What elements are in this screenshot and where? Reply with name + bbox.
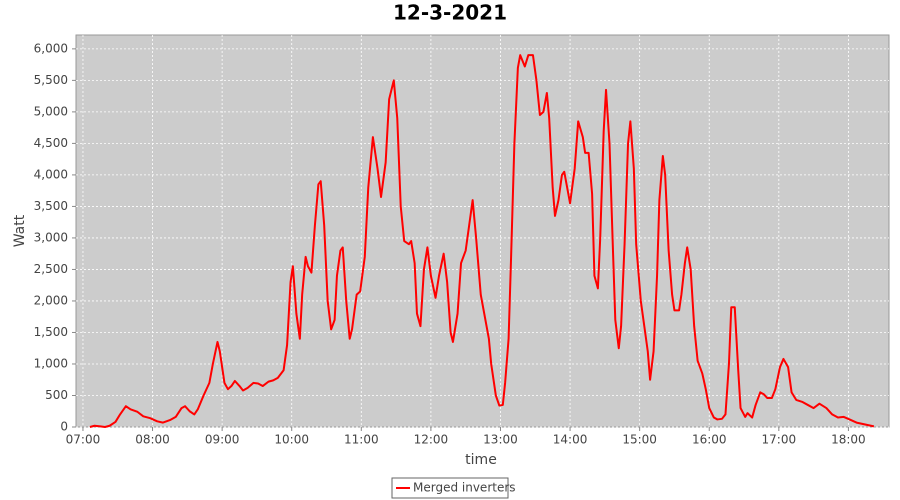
y-tick-label: 3,500 <box>34 199 68 213</box>
x-tick-label: 07:00 <box>66 433 101 447</box>
x-tick-label: 16:00 <box>692 433 727 447</box>
legend-label: Merged inverters <box>413 481 516 495</box>
legend: Merged inverters <box>391 477 516 499</box>
x-tick-label: 09:00 <box>205 433 240 447</box>
y-tick-label: 4,500 <box>34 136 68 150</box>
y-tick-label: 5,500 <box>34 73 68 87</box>
y-tick-label: 4,000 <box>34 167 68 181</box>
x-tick-label: 18:00 <box>831 433 866 447</box>
chart-title: 12-3-2021 <box>393 1 507 25</box>
x-tick-label: 15:00 <box>622 433 657 447</box>
y-tick-label: 6,000 <box>34 41 68 55</box>
x-tick-label: 08:00 <box>135 433 170 447</box>
x-tick-label: 13:00 <box>483 433 518 447</box>
plot-area <box>75 34 890 428</box>
legend-box <box>391 477 509 499</box>
x-axis-title: time <box>465 452 497 468</box>
data-line <box>89 54 875 428</box>
y-tick-label: 3,000 <box>34 230 68 244</box>
y-tick-label: 500 <box>45 388 68 402</box>
y-tick-label: 0 <box>60 420 68 434</box>
y-axis-title: Watt <box>12 214 28 247</box>
y-tick-label: 1,000 <box>34 356 68 370</box>
x-tick-label: 10:00 <box>274 433 309 447</box>
x-tick-label: 11:00 <box>344 433 379 447</box>
x-tick-label: 14:00 <box>553 433 588 447</box>
x-tick-label: 17:00 <box>762 433 797 447</box>
y-tick-label: 5,000 <box>34 104 68 118</box>
y-tick-label: 2,500 <box>34 262 68 276</box>
y-tick-label: 2,000 <box>34 293 68 307</box>
y-tick-label: 1,500 <box>34 325 68 339</box>
x-tick-label: 12:00 <box>414 433 449 447</box>
